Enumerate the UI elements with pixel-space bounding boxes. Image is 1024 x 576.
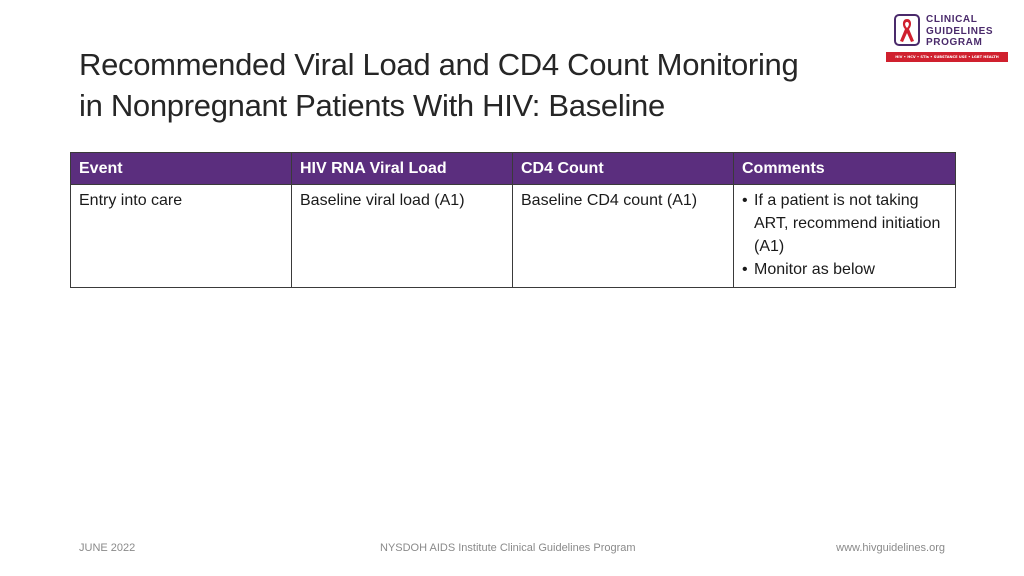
title-line-1: Recommended Viral Load and CD4 Count Mon… [79,47,799,82]
page-title: Recommended Viral Load and CD4 Count Mon… [79,44,879,126]
awareness-ribbon-icon [894,14,920,46]
cell-viral-load: Baseline viral load (A1) [291,184,513,288]
footer-date: JUNE 2022 [79,542,136,554]
title-line-2: in Nonpregnant Patients With HIV: Baseli… [79,88,665,123]
footer-org: NYSDOH AIDS Institute Clinical Guideline… [380,542,636,554]
table-row: Entry into care Baseline viral load (A1)… [70,184,956,288]
table-header-row: Event HIV RNA Viral Load CD4 Count Comme… [70,152,956,185]
logo-line-2: GUIDELINES [926,25,994,37]
logo-topics-bar: HIV • HCV • STIs • SUBSTANCE USE • LGBT … [886,52,1008,62]
column-header-comments: Comments [733,152,956,185]
cell-event: Entry into care [70,184,292,288]
column-header-viral-load: HIV RNA Viral Load [291,152,513,185]
cell-comments: If a patient is not taking ART, recommen… [733,184,956,288]
cell-cd4: Baseline CD4 count (A1) [512,184,734,288]
logo-line-3: PROGRAM [926,37,983,48]
logo-line-1: CLINICAL [926,14,978,25]
logo-wordmark: CLINICAL GUIDELINES PROGRAM [926,14,993,49]
footer-url[interactable]: www.hivguidelines.org [836,542,945,554]
comments-list: If a patient is not taking ART, recommen… [742,189,947,281]
monitoring-table: Event HIV RNA Viral Load CD4 Count Comme… [70,152,956,288]
column-header-event: Event [70,152,292,185]
clinical-guidelines-logo: CLINICAL GUIDELINES PROGRAM HIV • HCV • … [886,12,1010,64]
comment-item: If a patient is not taking ART, recommen… [742,189,947,258]
column-header-cd4: CD4 Count [512,152,734,185]
comment-item: Monitor as below [742,258,947,281]
